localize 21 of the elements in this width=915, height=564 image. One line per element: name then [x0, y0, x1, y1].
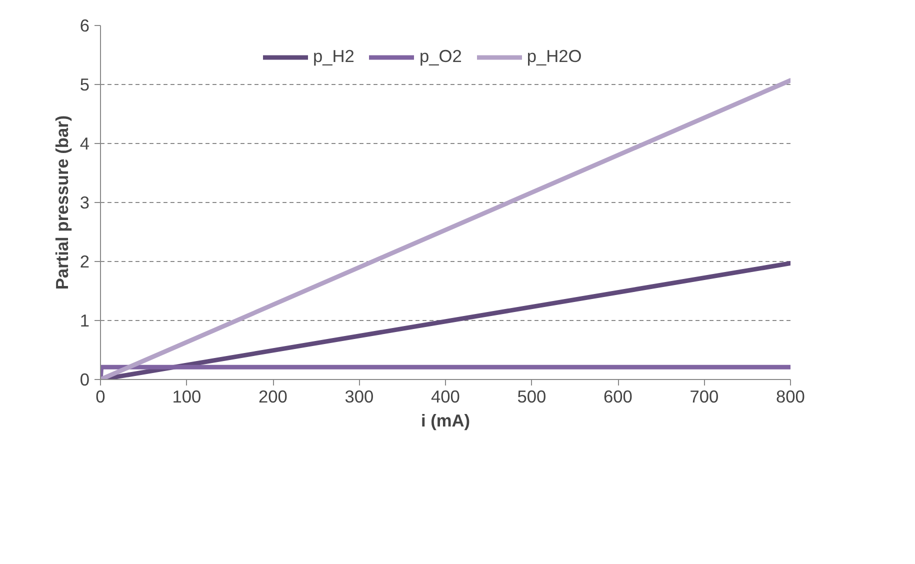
y-tick-label: 5: [80, 74, 90, 94]
legend-label: p_H2: [313, 46, 354, 67]
x-tick-label: 100: [172, 386, 202, 406]
legend-label: p_H2O: [526, 46, 582, 67]
y-tick-label: 6: [80, 16, 90, 36]
y-tick-label: 3: [80, 192, 90, 212]
x-axis-title: i (mA): [420, 410, 470, 430]
y-tick-label: 1: [80, 310, 90, 330]
x-tick-label: 0: [96, 386, 106, 406]
y-tick-label: 4: [80, 134, 90, 154]
legend-label: p_O2: [419, 46, 462, 67]
x-tick-label: 300: [344, 386, 374, 406]
x-tick-label: 800: [776, 386, 805, 406]
y-tick-label: 2: [80, 252, 90, 272]
y-axis-title: Partial pressure (bar): [52, 115, 72, 290]
x-tick-label: 700: [690, 386, 719, 406]
x-tick-label: 600: [604, 386, 632, 406]
x-tick-label: 200: [258, 386, 288, 406]
x-tick-label: 500: [517, 386, 546, 406]
x-tick-label: 400: [431, 386, 460, 406]
y-tick-label: 0: [80, 370, 90, 390]
